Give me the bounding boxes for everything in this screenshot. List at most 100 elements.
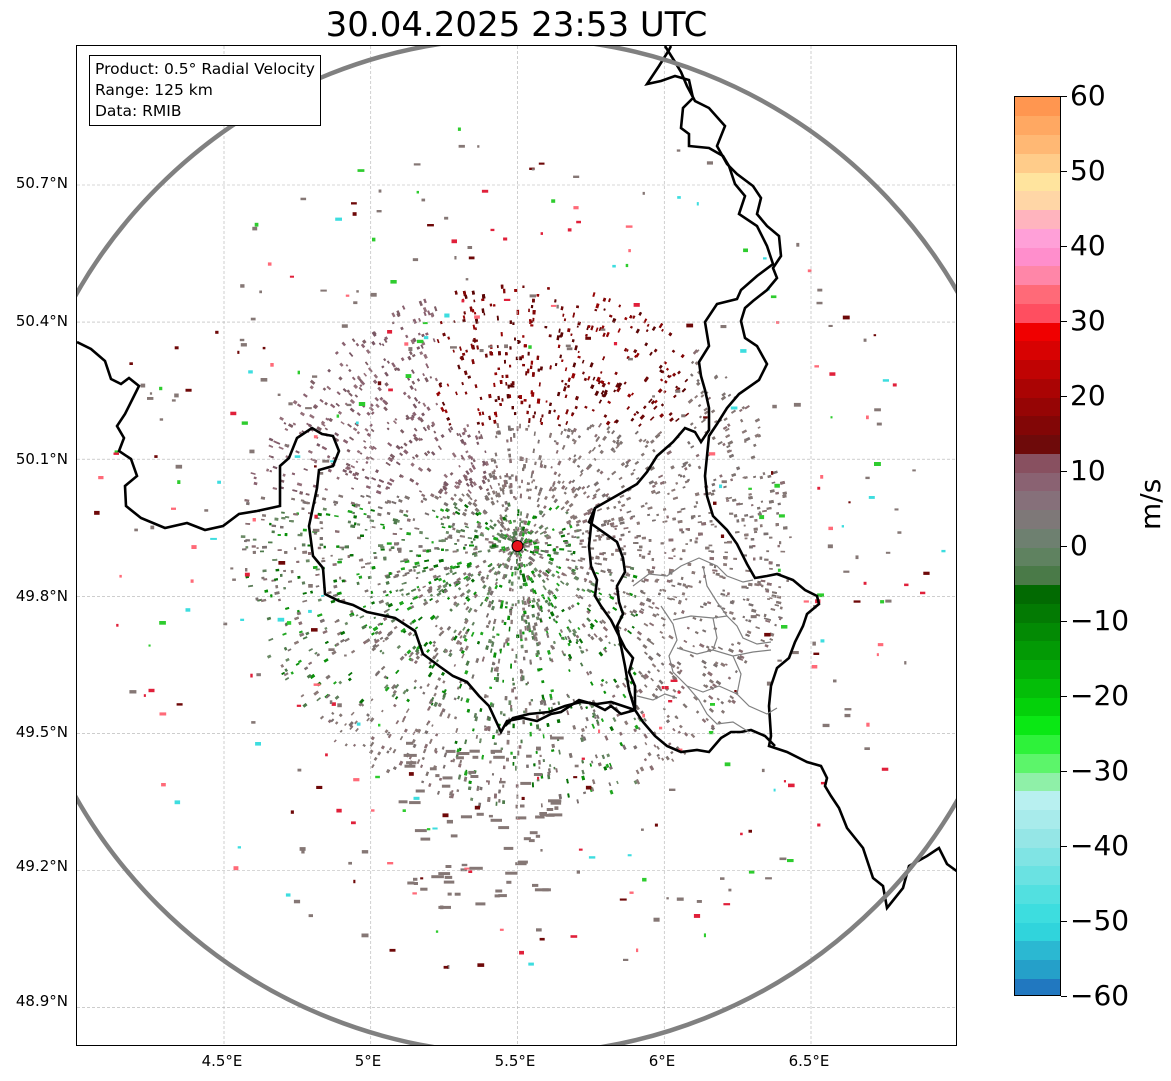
velocity-echo bbox=[261, 576, 265, 580]
velocity-echo bbox=[532, 298, 535, 303]
velocity-echo bbox=[717, 646, 724, 651]
velocity-echo bbox=[524, 637, 528, 641]
velocity-echo bbox=[666, 450, 672, 456]
velocity-echo bbox=[640, 710, 645, 715]
velocity-echo bbox=[675, 481, 679, 485]
velocity-echo bbox=[427, 589, 433, 594]
velocity-echo bbox=[465, 470, 470, 476]
velocity-echo bbox=[566, 508, 570, 512]
velocity-echo bbox=[577, 455, 582, 461]
velocity-echo bbox=[760, 579, 766, 583]
velocity-echo bbox=[523, 399, 527, 402]
velocity-echo bbox=[664, 552, 667, 554]
velocity-echo bbox=[579, 542, 583, 545]
radar-map[interactable] bbox=[76, 45, 957, 1046]
velocity-echo bbox=[481, 308, 485, 314]
velocity-echo bbox=[484, 450, 487, 454]
velocity-echo bbox=[455, 602, 460, 608]
velocity-echo bbox=[443, 752, 448, 758]
velocity-echo bbox=[381, 709, 384, 713]
velocity-echo bbox=[423, 566, 429, 570]
velocity-echo bbox=[501, 619, 504, 623]
velocity-echo bbox=[510, 663, 513, 669]
velocity-echo bbox=[609, 762, 612, 767]
velocity-echo bbox=[322, 507, 327, 511]
velocity-echo bbox=[470, 573, 474, 577]
velocity-echo bbox=[590, 635, 595, 641]
velocity-echo bbox=[356, 431, 360, 435]
velocity-echo bbox=[658, 364, 663, 369]
velocity-echo bbox=[664, 380, 668, 384]
velocity-echo bbox=[338, 713, 343, 718]
velocity-echo bbox=[512, 761, 515, 766]
velocity-echo bbox=[649, 622, 655, 627]
velocity-echo bbox=[473, 299, 476, 303]
velocity-echo bbox=[377, 484, 382, 488]
velocity-echo bbox=[636, 534, 641, 538]
velocity-echo bbox=[499, 475, 502, 480]
velocity-echo bbox=[511, 571, 514, 577]
velocity-echo bbox=[632, 315, 636, 320]
velocity-echo bbox=[522, 720, 525, 725]
velocity-echo bbox=[549, 693, 553, 699]
velocity-echo bbox=[431, 541, 434, 544]
velocity-echo bbox=[597, 380, 601, 385]
velocity-echo bbox=[489, 303, 493, 307]
radar-map-canvas bbox=[77, 46, 956, 1045]
velocity-echo bbox=[472, 324, 476, 330]
velocity-echo bbox=[473, 608, 478, 613]
velocity-echo bbox=[502, 679, 505, 683]
velocity-echo bbox=[401, 618, 405, 622]
velocity-echo bbox=[524, 626, 527, 631]
velocity-echo bbox=[476, 421, 481, 425]
velocity-echo bbox=[495, 666, 499, 672]
velocity-echo bbox=[530, 324, 534, 327]
velocity-echo bbox=[285, 657, 290, 662]
velocity-echo bbox=[338, 376, 343, 381]
velocity-echo bbox=[684, 412, 690, 417]
velocity-echo bbox=[497, 395, 500, 401]
velocity-echo bbox=[532, 317, 535, 322]
velocity-echo bbox=[769, 638, 773, 641]
velocity-echo bbox=[342, 439, 349, 444]
velocity-echo bbox=[330, 554, 333, 557]
velocity-echo bbox=[463, 311, 466, 315]
velocity-echo bbox=[410, 339, 415, 345]
velocity-echo bbox=[446, 416, 451, 421]
velocity-echo bbox=[350, 711, 355, 716]
velocity-echo bbox=[560, 306, 564, 311]
velocity-echo bbox=[553, 471, 558, 476]
velocity-echo bbox=[600, 569, 606, 574]
velocity-echo bbox=[435, 599, 440, 604]
velocity-echo bbox=[354, 422, 359, 427]
velocity-echo bbox=[369, 423, 373, 428]
velocity-echo bbox=[555, 570, 560, 574]
velocity-echo bbox=[672, 688, 677, 693]
velocity-echo bbox=[428, 640, 433, 645]
velocity-echo bbox=[385, 486, 389, 490]
velocity-echo bbox=[692, 616, 697, 620]
velocity-echo bbox=[547, 609, 551, 613]
velocity-echo bbox=[665, 755, 670, 761]
velocity-echo bbox=[374, 638, 380, 644]
velocity-echo bbox=[519, 423, 521, 429]
velocity-echo bbox=[517, 576, 521, 580]
velocity-echo bbox=[545, 535, 552, 540]
velocity-echo bbox=[306, 501, 310, 505]
velocity-echo bbox=[300, 499, 305, 502]
velocity-echo bbox=[591, 723, 595, 729]
velocity-echo bbox=[294, 616, 300, 621]
velocity-echo bbox=[545, 626, 549, 631]
velocity-echo bbox=[514, 603, 517, 607]
velocity-echo bbox=[455, 510, 461, 515]
velocity-echo bbox=[666, 714, 670, 719]
velocity-echo bbox=[519, 395, 522, 399]
velocity-echo bbox=[662, 623, 666, 627]
velocity-echo bbox=[371, 601, 375, 605]
velocity-echo bbox=[379, 649, 383, 653]
velocity-echo bbox=[710, 550, 715, 553]
velocity-echo bbox=[550, 644, 554, 649]
velocity-echo bbox=[531, 392, 535, 397]
velocity-echo bbox=[572, 515, 578, 521]
velocity-echo bbox=[643, 405, 647, 410]
